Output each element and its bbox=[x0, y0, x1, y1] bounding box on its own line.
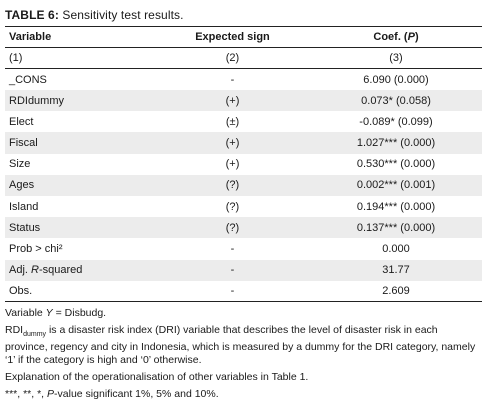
table-caption: TABLE 6: Sensitivity test results. bbox=[5, 8, 482, 22]
cell-variable: Ages bbox=[5, 174, 155, 196]
sensitivity-table: Variable Expected sign Coef. (P) (1) (2)… bbox=[5, 25, 482, 303]
header-row: Variable Expected sign Coef. (P) bbox=[5, 25, 482, 49]
cell-sign: - bbox=[155, 259, 310, 281]
header-variable: Variable bbox=[5, 25, 155, 49]
header-coef: Coef. (P) bbox=[310, 25, 482, 49]
cell-coef: 0.530*** (0.000) bbox=[356, 158, 436, 171]
subheader-row: (1) (2) (3) bbox=[5, 47, 482, 70]
table-row: Size (+) 0.530*** (0.000) bbox=[5, 154, 482, 175]
table-row: Fiscal (+) 1.027*** (0.000) bbox=[5, 132, 482, 154]
cell-variable: Prob > chi² bbox=[9, 242, 63, 255]
cell-sign: (+) bbox=[155, 90, 310, 112]
subheader-2: (2) bbox=[155, 47, 310, 70]
cell-variable: Elect bbox=[9, 115, 34, 128]
cell-coef: 0.073* (0.058) bbox=[310, 90, 482, 112]
cell-coef: 2.609 bbox=[310, 280, 482, 303]
cell-coef: 0.194*** (0.000) bbox=[356, 200, 436, 213]
subheader-1: (1) bbox=[5, 47, 155, 70]
cell-coef: 6.090 (0.000) bbox=[363, 73, 429, 86]
cell-sign: (?) bbox=[225, 200, 240, 213]
table-row: Prob > chi² - 0.000 bbox=[5, 238, 482, 259]
cell-variable: Fiscal bbox=[5, 132, 155, 154]
cell-variable: Obs. bbox=[5, 280, 155, 303]
cell-coef: 0.137*** (0.000) bbox=[310, 217, 482, 239]
table-row: Ages (?) 0.002*** (0.001) bbox=[5, 174, 482, 196]
note-operationalisation: Explanation of the operationalisation of… bbox=[5, 371, 309, 384]
cell-coef: 1.027*** (0.000) bbox=[310, 132, 482, 154]
table-row: Elect (±) -0.089* (0.099) bbox=[5, 111, 482, 132]
cell-variable: Size bbox=[9, 158, 31, 171]
cell-sign: (?) bbox=[155, 217, 310, 239]
note-rdi-definition: RDIdummy is a disaster risk index (DRI) … bbox=[5, 324, 476, 367]
table-notes: Variable Y = Disbudg. RDIdummy is a disa… bbox=[5, 307, 482, 401]
cell-variable: Island bbox=[9, 200, 39, 213]
header-expected-sign: Expected sign bbox=[155, 25, 310, 49]
table-row: Status (?) 0.137*** (0.000) bbox=[5, 217, 482, 239]
cell-variable: Status bbox=[5, 217, 155, 239]
cell-sign: - bbox=[230, 242, 235, 255]
table-title: Sensitivity test results. bbox=[62, 8, 184, 22]
cell-variable: _CONS bbox=[9, 73, 47, 86]
table-row: RDIdummy (+) 0.073* (0.058) bbox=[5, 90, 482, 112]
table-row: Island (?) 0.194*** (0.000) bbox=[5, 196, 482, 217]
note-significance: ***, **, *, P-value significant 1%, 5% a… bbox=[5, 388, 219, 401]
table-row: Adj. R-squared -31.77 bbox=[5, 259, 482, 281]
cell-coef: 31.77 bbox=[310, 259, 482, 281]
cell-sign: (?) bbox=[155, 174, 310, 196]
cell-sign: (±) bbox=[225, 115, 240, 128]
cell-sign: - bbox=[155, 280, 310, 303]
table-label: TABLE 6: bbox=[5, 8, 59, 22]
subheader-3: (3) bbox=[310, 47, 482, 70]
note-dependent-variable: Variable Y = Disbudg. bbox=[5, 307, 107, 320]
cell-sign: (+) bbox=[225, 158, 240, 171]
cell-sign: - bbox=[230, 73, 235, 86]
cell-sign: (+) bbox=[155, 132, 310, 154]
table-row: Obs. -2.609 bbox=[5, 280, 482, 303]
cell-variable: RDIdummy bbox=[5, 90, 155, 112]
cell-coef: 0.000 bbox=[382, 242, 410, 255]
cell-coef: 0.002*** (0.001) bbox=[310, 174, 482, 196]
table-row: _CONS - 6.090 (0.000) bbox=[5, 69, 482, 90]
cell-variable: Adj. R-squared bbox=[5, 259, 155, 281]
cell-coef: -0.089* (0.099) bbox=[359, 115, 433, 128]
